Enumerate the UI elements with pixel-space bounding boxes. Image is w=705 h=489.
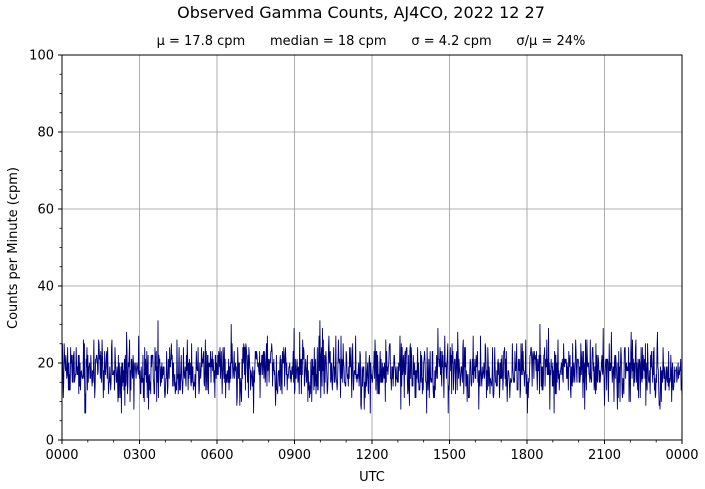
y-axis-label: Counts per Minute (cpm) (6, 167, 21, 329)
x-axis-label: UTC (359, 470, 385, 485)
x-tick-label: 0600 (200, 448, 233, 463)
x-tick-label: 0000 (45, 448, 78, 463)
x-tick-label: 0300 (123, 448, 156, 463)
y-tick-label: 60 (37, 203, 54, 218)
y-tick-label: 80 (37, 126, 54, 141)
y-tick-label: 20 (37, 357, 54, 372)
x-tick-label: 1500 (433, 448, 466, 463)
x-tick-label: 0000 (665, 448, 698, 463)
x-tick-label: 1200 (355, 448, 388, 463)
axis-ticks: 0000 0300 0600 0900 1200 1500 1800 2100 00000204… (29, 49, 698, 464)
series-line (61, 320, 683, 414)
y-tick-label: 0 (46, 434, 54, 449)
chart-subtitle: μ = 17.8 cpm median = 18 cpm σ = 4.2 cpm… (157, 34, 586, 49)
y-tick-label: 100 (29, 49, 54, 64)
x-tick-label: 1800 (510, 448, 543, 463)
y-tick-label: 40 (37, 280, 54, 295)
grid-lines (62, 55, 682, 440)
x-tick-label: 0900 (278, 448, 311, 463)
series-group (61, 320, 683, 414)
chart-title: Observed Gamma Counts, AJ4CO, 2022 12 27 (177, 3, 545, 22)
x-tick-label: 2100 (588, 448, 621, 463)
